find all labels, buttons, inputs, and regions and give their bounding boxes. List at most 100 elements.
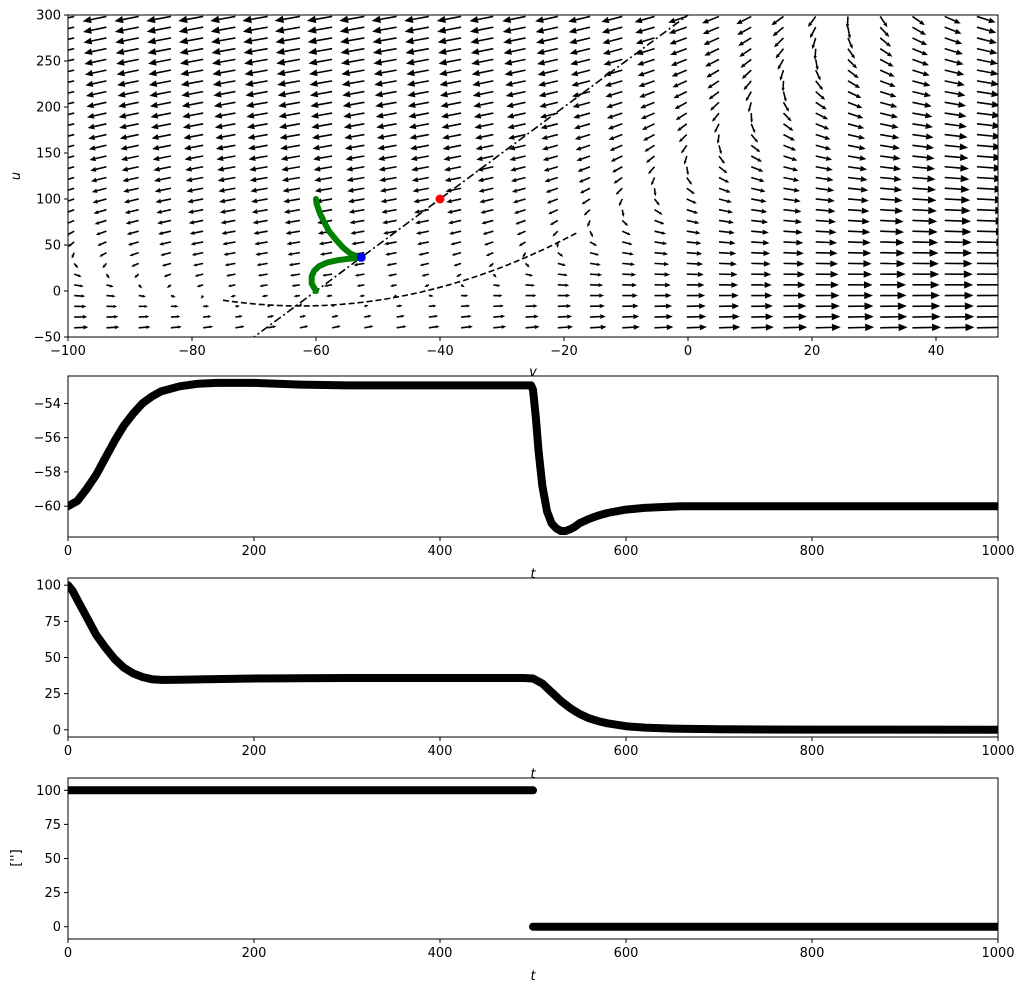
vector-arrow xyxy=(375,101,397,108)
vector-arrow xyxy=(976,315,998,318)
trajectory xyxy=(308,254,363,294)
vector-arrow xyxy=(542,155,559,162)
vector-arrow xyxy=(783,133,796,141)
vector-arrow xyxy=(944,196,971,204)
vector-arrow xyxy=(178,26,204,34)
vector-arrow xyxy=(750,144,761,153)
vector-arrow xyxy=(267,314,275,318)
vector-arrow xyxy=(155,198,172,204)
vector-arrow xyxy=(654,293,672,299)
vector-arrow xyxy=(815,228,837,235)
vector-arrow xyxy=(718,230,735,235)
vector-arrow xyxy=(449,230,462,235)
vector-arrow xyxy=(106,284,114,288)
vector-arrow xyxy=(192,262,204,267)
vector-arrow xyxy=(147,47,172,55)
vector-arrow xyxy=(191,251,204,256)
vector-arrow xyxy=(976,15,996,24)
vector-arrow xyxy=(669,37,688,45)
vector-arrow xyxy=(134,273,140,279)
vector-arrow xyxy=(847,58,858,69)
vector-arrow xyxy=(604,69,623,77)
y-tick-label: 0 xyxy=(53,920,61,935)
vector-arrow xyxy=(879,69,895,77)
vector-arrow xyxy=(187,208,204,214)
x-tick-label: −20 xyxy=(550,344,577,359)
vector-arrow xyxy=(310,101,333,109)
vector-arrow xyxy=(223,251,236,256)
vector-arrow xyxy=(88,133,107,140)
vector-arrow xyxy=(219,208,236,214)
vector-arrow xyxy=(779,69,785,81)
vector-arrow xyxy=(654,209,663,215)
x-tick-label: 200 xyxy=(242,744,267,759)
vector-arrow xyxy=(344,144,365,151)
vector-arrow xyxy=(407,101,429,108)
vector-arrow xyxy=(99,251,107,257)
vector-arrow xyxy=(686,261,704,267)
vector-arrow xyxy=(815,112,829,120)
vector-arrow xyxy=(438,58,462,66)
vector-arrow xyxy=(93,208,107,215)
vector-arrow xyxy=(287,251,301,256)
vector-arrow xyxy=(189,230,204,235)
vector-arrow xyxy=(213,101,236,109)
vector-arrow xyxy=(815,123,830,130)
vector-arrow xyxy=(525,304,538,308)
vector-arrow xyxy=(281,176,301,183)
vector-arrow xyxy=(590,293,605,298)
vector-arrow xyxy=(750,123,756,134)
vector-arrow xyxy=(443,165,462,172)
vector-arrow xyxy=(813,48,817,61)
vector-arrow xyxy=(783,292,806,299)
vector-arrow xyxy=(976,100,998,108)
vector-arrow xyxy=(414,219,429,225)
vector-arrow xyxy=(847,165,868,172)
vector-arrow xyxy=(668,15,688,24)
vector-arrow xyxy=(364,304,369,308)
vector-arrow xyxy=(493,314,506,319)
vector-arrow xyxy=(976,185,998,193)
vector-arrow xyxy=(573,123,591,130)
vector-arrow xyxy=(224,262,236,267)
vector-arrow xyxy=(307,37,333,45)
vector-arrow xyxy=(571,80,591,87)
vector-arrow xyxy=(68,58,75,62)
vector-arrow xyxy=(118,101,139,109)
vector-arrow xyxy=(912,122,934,129)
vector-arrow xyxy=(738,37,752,46)
vector-arrow xyxy=(912,302,941,310)
vector-arrow xyxy=(686,230,701,235)
vector-arrow xyxy=(604,80,623,87)
vector-arrow xyxy=(106,304,118,308)
vector-arrow xyxy=(138,284,143,289)
vector-arrow xyxy=(257,273,268,277)
vector-arrow xyxy=(618,198,624,207)
vector-arrow xyxy=(68,176,75,181)
vector-arrow xyxy=(751,239,770,246)
vector-arrow xyxy=(221,230,236,235)
vector-arrow xyxy=(686,251,703,256)
vector-arrow xyxy=(783,281,806,289)
vector-arrow xyxy=(408,112,429,119)
vector-arrow xyxy=(125,219,139,225)
vector-arrow xyxy=(944,323,975,332)
vector-arrow xyxy=(751,208,768,214)
vector-arrow xyxy=(546,198,559,204)
trajectories xyxy=(308,196,363,294)
vector-arrow xyxy=(473,112,494,119)
vector-arrow xyxy=(372,37,397,45)
vector-arrow xyxy=(686,324,707,331)
vector-arrow xyxy=(372,47,397,55)
vector-arrow xyxy=(308,69,333,77)
vector-arrow xyxy=(654,251,669,256)
vector-arrow xyxy=(170,304,179,308)
x-tick-label: −40 xyxy=(426,344,453,359)
vector-arrow xyxy=(319,251,333,256)
vector-arrow xyxy=(138,315,150,319)
vector-arrow xyxy=(603,58,623,66)
vector-arrow xyxy=(117,80,139,87)
vector-arrow xyxy=(247,133,268,140)
vector-arrow xyxy=(356,284,365,288)
vector-arrow xyxy=(249,176,268,183)
